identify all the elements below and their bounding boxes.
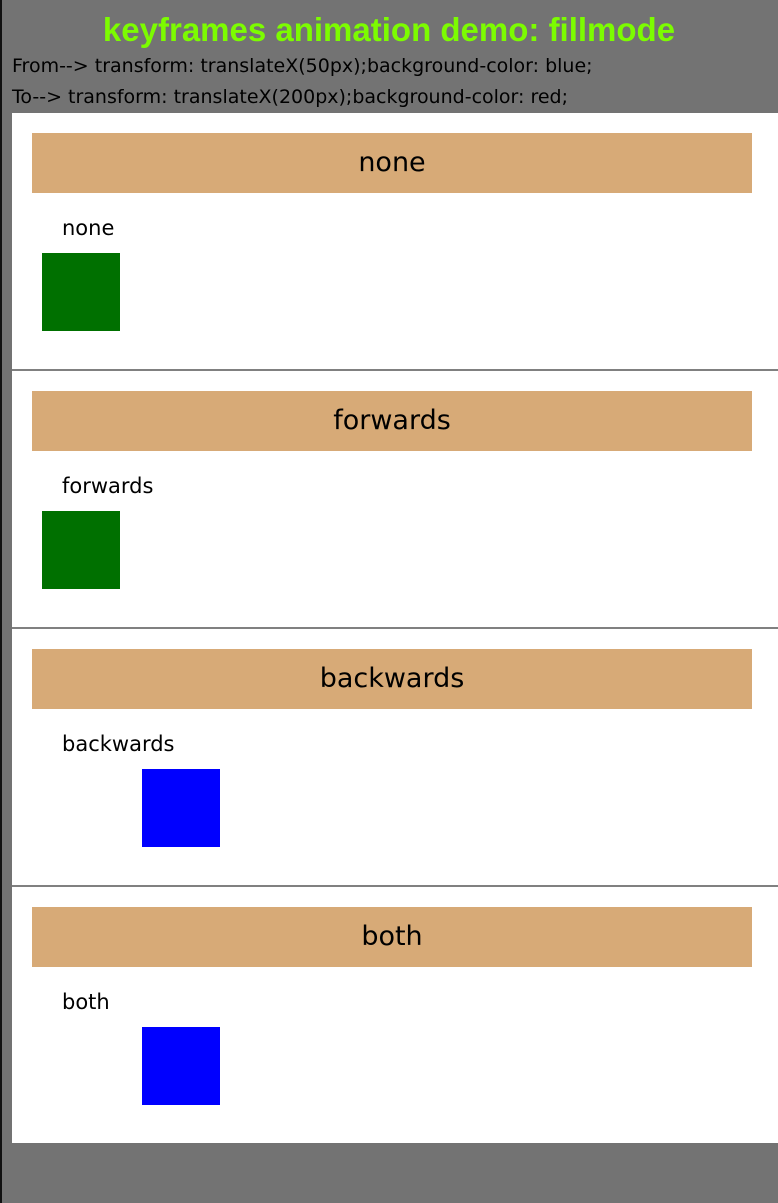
section-label-forwards: forwards xyxy=(62,474,154,498)
to-description: To--> transform: translateX(200px);backg… xyxy=(12,86,569,108)
section-none: none none xyxy=(12,113,778,371)
section-both: both both xyxy=(12,887,778,1145)
page-title: keyframes animation demo: fillmode xyxy=(102,11,676,48)
animated-box-forwards xyxy=(42,511,120,589)
section-backwards: backwards backwards xyxy=(12,629,778,887)
section-header-none: none xyxy=(32,133,752,193)
section-label-backwards: backwards xyxy=(62,732,175,756)
section-label-none: none xyxy=(62,216,115,240)
animated-box-backwards xyxy=(142,769,220,847)
animated-box-none xyxy=(42,253,120,331)
section-label-both: both xyxy=(62,990,110,1014)
demo-panel: none none forwards forwards backwards ba… xyxy=(12,113,778,1143)
from-description: From--> transform: translateX(50px);back… xyxy=(12,55,593,77)
section-header-both: both xyxy=(32,907,752,967)
section-header-forwards: forwards xyxy=(32,391,752,451)
section-forwards: forwards forwards xyxy=(12,371,778,629)
section-header-backwards: backwards xyxy=(32,649,752,709)
window-left-edge xyxy=(0,0,2,1203)
animated-box-both xyxy=(142,1027,220,1105)
